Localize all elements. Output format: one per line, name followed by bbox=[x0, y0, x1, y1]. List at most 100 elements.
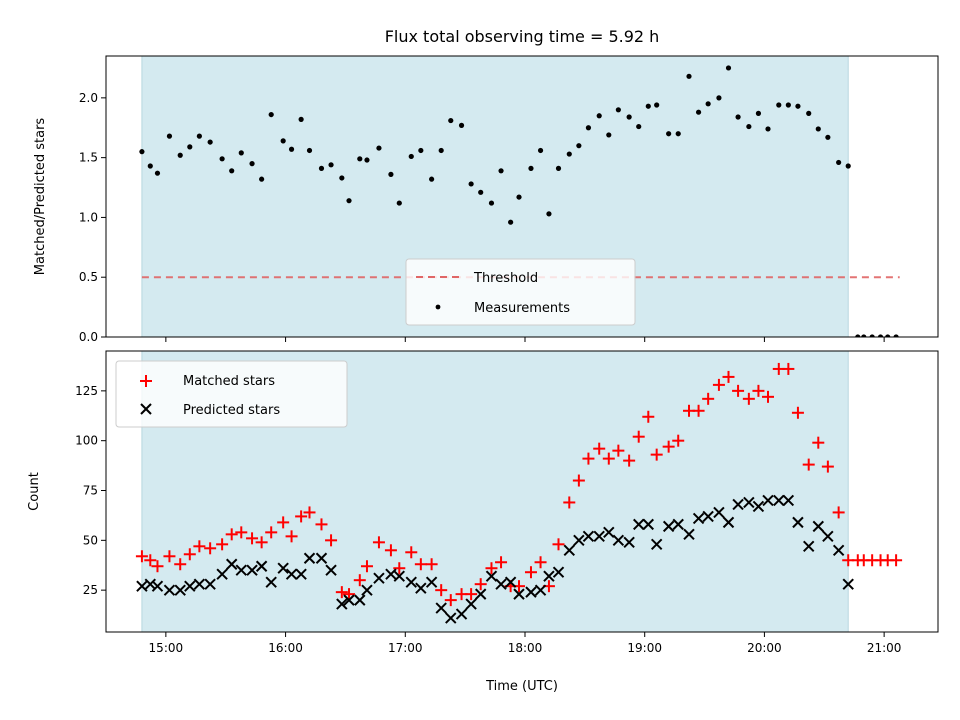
predicted-point bbox=[174, 584, 186, 596]
x-tick-label: 20:00 bbox=[747, 641, 782, 655]
matched-point bbox=[465, 588, 478, 601]
predicted-point bbox=[792, 516, 804, 529]
measurement-point bbox=[268, 111, 274, 118]
predicted-point bbox=[393, 570, 406, 582]
predicted-point bbox=[713, 506, 725, 519]
measurement-point bbox=[488, 200, 495, 206]
measurement-point bbox=[219, 156, 225, 162]
ratio-legend: Threshold Measurements bbox=[405, 258, 636, 326]
count-y-tick-label: 50 bbox=[83, 533, 98, 547]
measurement-point bbox=[705, 101, 711, 107]
measurement-point bbox=[606, 132, 612, 138]
measurement-point bbox=[675, 131, 681, 137]
predicted-point bbox=[385, 568, 397, 580]
predicted-point bbox=[285, 568, 298, 580]
matched-point bbox=[791, 406, 804, 419]
ratio-markers bbox=[139, 65, 899, 337]
predicted-point bbox=[812, 520, 824, 533]
predicted-point bbox=[343, 594, 355, 606]
threshold-legend-label: Threshold bbox=[473, 271, 538, 286]
matched-point bbox=[325, 534, 338, 547]
predicted-point bbox=[325, 564, 337, 576]
matched-point bbox=[295, 510, 308, 523]
matched-point bbox=[174, 558, 187, 571]
predicted-point bbox=[534, 584, 547, 596]
predicted-point bbox=[151, 580, 164, 592]
matched-point bbox=[495, 556, 508, 569]
measurement-point bbox=[555, 165, 562, 171]
matched-point bbox=[612, 444, 625, 457]
measurement-point bbox=[357, 156, 363, 162]
measurement-point bbox=[528, 165, 534, 171]
predicted-point bbox=[136, 580, 148, 592]
measurement-point bbox=[725, 65, 732, 71]
predicted-point bbox=[603, 526, 615, 539]
measurement-point bbox=[376, 145, 382, 151]
measurement-point bbox=[576, 143, 582, 149]
ratio-legend-box bbox=[405, 258, 636, 326]
matched-point bbox=[204, 542, 217, 555]
measurement-point bbox=[861, 334, 867, 337]
predicted-point bbox=[752, 500, 765, 513]
matched-point bbox=[662, 440, 675, 453]
predicted-point bbox=[246, 564, 258, 576]
measurement-point bbox=[654, 102, 660, 108]
predicted-point bbox=[762, 494, 774, 507]
matched-point bbox=[712, 378, 725, 391]
predicted-point bbox=[722, 516, 735, 529]
predicted-point bbox=[593, 530, 605, 543]
predicted-point bbox=[216, 568, 228, 580]
predicted-point bbox=[184, 580, 196, 592]
measurement-point bbox=[695, 109, 702, 115]
measurement-point bbox=[845, 163, 851, 169]
matched-point bbox=[353, 574, 366, 587]
count-y-tick-label: 100 bbox=[75, 434, 98, 448]
measurement-point bbox=[448, 117, 454, 124]
count-y-tick-label: 125 bbox=[75, 384, 98, 398]
measurement-point bbox=[238, 150, 244, 156]
measurement-point bbox=[429, 176, 435, 182]
predicted-point bbox=[485, 570, 498, 582]
measurement-point bbox=[626, 114, 632, 120]
matched-point bbox=[672, 434, 685, 447]
measurement-point bbox=[196, 133, 202, 139]
measurement-point bbox=[855, 334, 861, 337]
predicted-point bbox=[732, 498, 744, 511]
count-series-1 bbox=[136, 494, 854, 624]
predicted-legend-label: Predicted stars bbox=[183, 403, 280, 418]
predicted-point bbox=[612, 534, 625, 547]
ratio-axes-frame bbox=[105, 55, 939, 338]
predicted-point bbox=[513, 588, 525, 600]
measurement-point bbox=[259, 176, 265, 182]
chart-title: Flux total observing time = 5.92 h bbox=[385, 27, 660, 46]
matched-point bbox=[335, 586, 348, 599]
measurement-point bbox=[566, 151, 572, 157]
ratio-y-tick-label: 0.0 bbox=[79, 330, 98, 344]
matched-point bbox=[752, 384, 765, 397]
matched-point bbox=[255, 536, 268, 549]
measurement-point bbox=[893, 334, 899, 337]
ratio-y-tick-label: 1.5 bbox=[79, 151, 98, 165]
matched-point bbox=[405, 546, 418, 559]
count-axes-frame bbox=[105, 350, 939, 633]
predicted-point bbox=[193, 578, 206, 590]
x-tick-label: 16:00 bbox=[268, 641, 303, 655]
measurement-point bbox=[364, 157, 370, 163]
measurement-point bbox=[280, 138, 286, 144]
matched-point bbox=[225, 528, 238, 541]
measurement-point bbox=[636, 123, 642, 130]
predicted-point bbox=[623, 536, 635, 549]
count-y-tick-label: 25 bbox=[83, 583, 98, 597]
measurement-point bbox=[458, 122, 465, 128]
predicted-point bbox=[642, 518, 655, 531]
predicted-point bbox=[303, 552, 316, 564]
measurement-point bbox=[139, 149, 145, 155]
measurements-legend-label: Measurements bbox=[474, 301, 570, 316]
matched-point bbox=[524, 566, 537, 579]
predicted-point bbox=[163, 584, 176, 596]
predicted-point bbox=[336, 598, 348, 610]
predicted-point bbox=[782, 494, 795, 507]
matched-point bbox=[782, 362, 795, 375]
ratio-y-axis-label: Matched/Predicted stars bbox=[33, 118, 48, 276]
